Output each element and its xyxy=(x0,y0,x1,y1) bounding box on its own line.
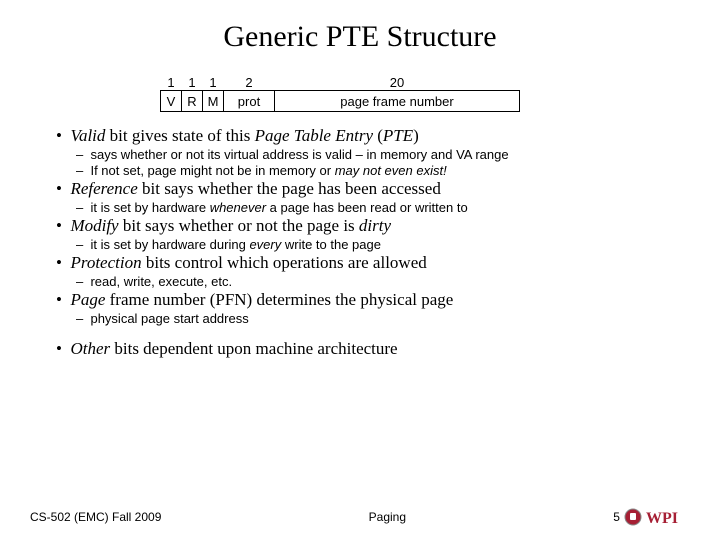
cell-pfn: page frame number xyxy=(274,90,520,112)
bullet-valid: • Valid bit gives state of this Page Tab… xyxy=(40,126,690,146)
bullet-list: • Valid bit gives state of this Page Tab… xyxy=(30,126,690,359)
wpi-logo-icon: WPI xyxy=(646,508,690,526)
size-m: 1 xyxy=(202,72,224,90)
footer-right: 5 WPI xyxy=(613,508,690,526)
slide-number: 5 xyxy=(613,510,620,524)
slide-title: Generic PTE Structure xyxy=(30,20,690,54)
footer-center: Paging xyxy=(369,510,406,524)
bullet-valid-sub1: – says whether or not its virtual addres… xyxy=(72,147,690,162)
size-r: 1 xyxy=(181,72,203,90)
cell-m: M xyxy=(202,90,224,112)
bullet-protection: • Protection bits control which operatio… xyxy=(40,253,690,273)
bullet-reference-sub1: – it is set by hardware whenever a page … xyxy=(72,200,690,215)
wpi-seal-icon xyxy=(624,508,642,526)
size-v: 1 xyxy=(160,72,182,90)
footer-left: CS-502 (EMC) Fall 2009 xyxy=(30,510,161,524)
table-size-row: 1 1 1 2 20 xyxy=(160,72,690,90)
bullet-modify: • Modify bit says whether or not the pag… xyxy=(40,216,690,236)
table-cell-row: V R M prot page frame number xyxy=(160,90,690,112)
bullet-modify-sub1: – it is set by hardware during every wri… xyxy=(72,237,690,252)
bullet-reference: • Reference bit says whether the page ha… xyxy=(40,179,690,199)
cell-prot: prot xyxy=(223,90,275,112)
size-prot: 2 xyxy=(223,72,275,90)
bullet-other: • Other bits dependent upon machine arch… xyxy=(40,339,690,359)
cell-v: V xyxy=(160,90,182,112)
slide-footer: CS-502 (EMC) Fall 2009 Paging 5 WPI xyxy=(30,508,690,526)
svg-text:WPI: WPI xyxy=(646,510,678,526)
bullet-valid-sub2: – If not set, page might not be in memor… xyxy=(72,163,690,178)
size-pfn: 20 xyxy=(274,72,520,90)
cell-r: R xyxy=(181,90,203,112)
bullet-pfn: • Page frame number (PFN) determines the… xyxy=(40,290,690,310)
bullet-pfn-sub1: – physical page start address xyxy=(72,311,690,326)
bullet-protection-sub1: – read, write, execute, etc. xyxy=(72,274,690,289)
pte-table: 1 1 1 2 20 V R M prot page frame number xyxy=(160,72,690,112)
